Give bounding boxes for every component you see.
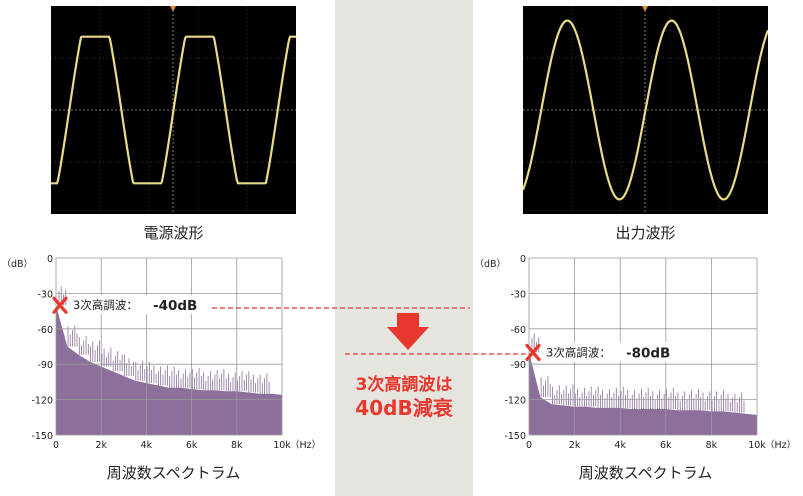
right-spectrum-area	[529, 352, 757, 435]
right-x-axis-label: （Hz）	[765, 439, 796, 451]
left-y-axis-label: （dB）	[1, 258, 33, 270]
left-y-tick-label: -150	[31, 431, 53, 442]
left-x-tick-label: 2k	[95, 440, 107, 451]
center-band	[335, 0, 473, 496]
right-y-tick-label: -30	[510, 289, 526, 300]
right-y-tick-label: -60	[510, 325, 526, 336]
right-x-tick-label: 4k	[614, 440, 626, 451]
left-y-tick-label: -120	[31, 396, 53, 407]
left-y-tick-label: -60	[37, 325, 53, 336]
right-x-tick-label: 8k	[706, 440, 718, 451]
left-x-tick-label: 0	[53, 440, 59, 451]
right-y-axis-label: （dB）	[474, 258, 506, 270]
right-y-tick-label: -120	[504, 396, 526, 407]
right-y-tick-label: 0	[520, 254, 526, 265]
left-spectrum-area	[56, 305, 282, 435]
right-x-tick-label: 10k	[748, 440, 766, 451]
left-x-tick-label: 10k	[273, 440, 291, 451]
right-annotation-label: 3次高調波：	[546, 345, 611, 359]
right-annotation-value: -80dB	[626, 345, 670, 361]
left-y-tick-label: -90	[37, 360, 53, 371]
left-y-tick-label: 0	[47, 254, 53, 265]
left-annotation-label: 3次高調波：	[73, 298, 138, 312]
right-y-tick-label: -150	[504, 431, 526, 442]
left-x-tick-label: 8k	[231, 440, 243, 451]
left-y-tick-label: -30	[37, 289, 53, 300]
result-line-2: 40dB減衰	[335, 392, 473, 421]
input-spectrum-caption: 周波数スペクトラム	[51, 462, 296, 483]
output-spectrum-caption: 周波数スペクトラム	[523, 462, 768, 483]
left-x-axis-label: （Hz）	[290, 439, 321, 451]
right-x-tick-label: 2k	[569, 440, 581, 451]
left-x-tick-label: 4k	[141, 440, 153, 451]
right-y-tick-label: -90	[510, 360, 526, 371]
right-x-tick-label: 0	[526, 440, 532, 451]
right-x-tick-label: 6k	[660, 440, 672, 451]
left-x-tick-label: 6k	[186, 440, 198, 451]
left-annotation-value: -40dB	[153, 298, 197, 314]
